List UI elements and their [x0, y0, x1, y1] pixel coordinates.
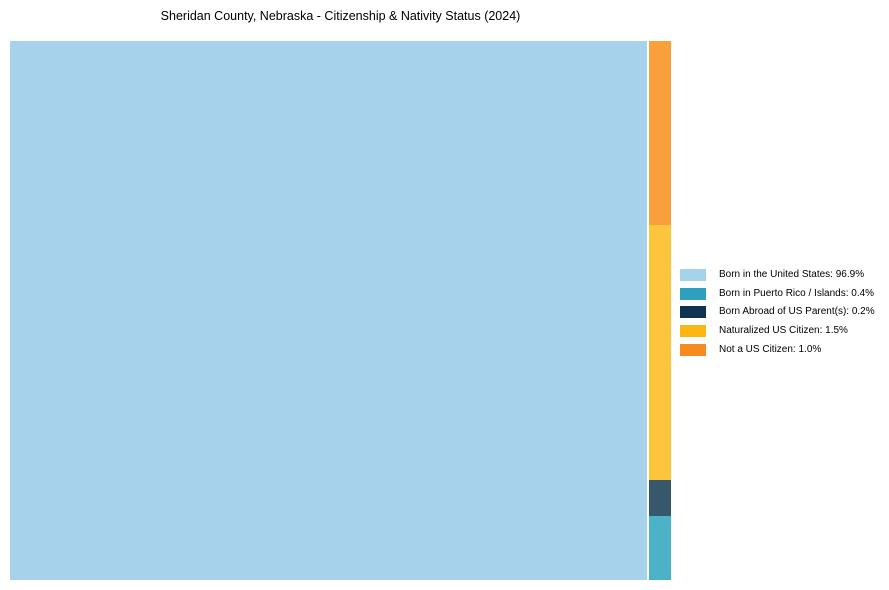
legend-item-naturalized-us-citizen: Naturalized US Citizen: 1.5%	[680, 322, 875, 341]
legend-label: Not a US Citizen: 1.0%	[719, 343, 822, 355]
legend-label: Born in the United States: 96.9%	[719, 269, 865, 281]
chart-legend: Born in the United States: 96.9% Born in…	[680, 266, 875, 359]
treemap-tile-not-a-us-citizen	[648, 41, 671, 225]
legend-item-born-in-the-united-states: Born in the United States: 96.9%	[680, 266, 875, 285]
legend-item-born-abroad-of-us-parents: Born Abroad of US Parent(s): 0.2%	[680, 303, 875, 322]
legend-swatch-icon	[680, 325, 706, 338]
chart-title: Sheridan County, Nebraska - Citizenship …	[160, 9, 521, 23]
legend-label: Born in Puerto Rico / Islands: 0.4%	[719, 287, 875, 299]
legend-label: Naturalized US Citizen: 1.5%	[719, 325, 848, 337]
treemap-plot-area	[10, 41, 671, 580]
treemap-tile-born-in-puerto-rico-islands	[648, 516, 671, 580]
legend-item-born-in-puerto-rico-islands: Born in Puerto Rico / Islands: 0.4%	[680, 285, 875, 304]
legend-label: Born Abroad of US Parent(s): 0.2%	[719, 306, 875, 318]
legend-swatch-icon	[680, 343, 706, 356]
treemap-tile-born-abroad-of-us-parents	[648, 479, 671, 516]
legend-item-not-a-us-citizen: Not a US Citizen: 1.0%	[680, 340, 875, 359]
legend-swatch-icon	[680, 306, 706, 319]
treemap-tile-naturalized-us-citizen	[648, 224, 671, 480]
legend-swatch-icon	[680, 287, 706, 300]
legend-swatch-icon	[680, 269, 706, 282]
treemap-tile-born-in-the-united-states	[10, 41, 647, 580]
